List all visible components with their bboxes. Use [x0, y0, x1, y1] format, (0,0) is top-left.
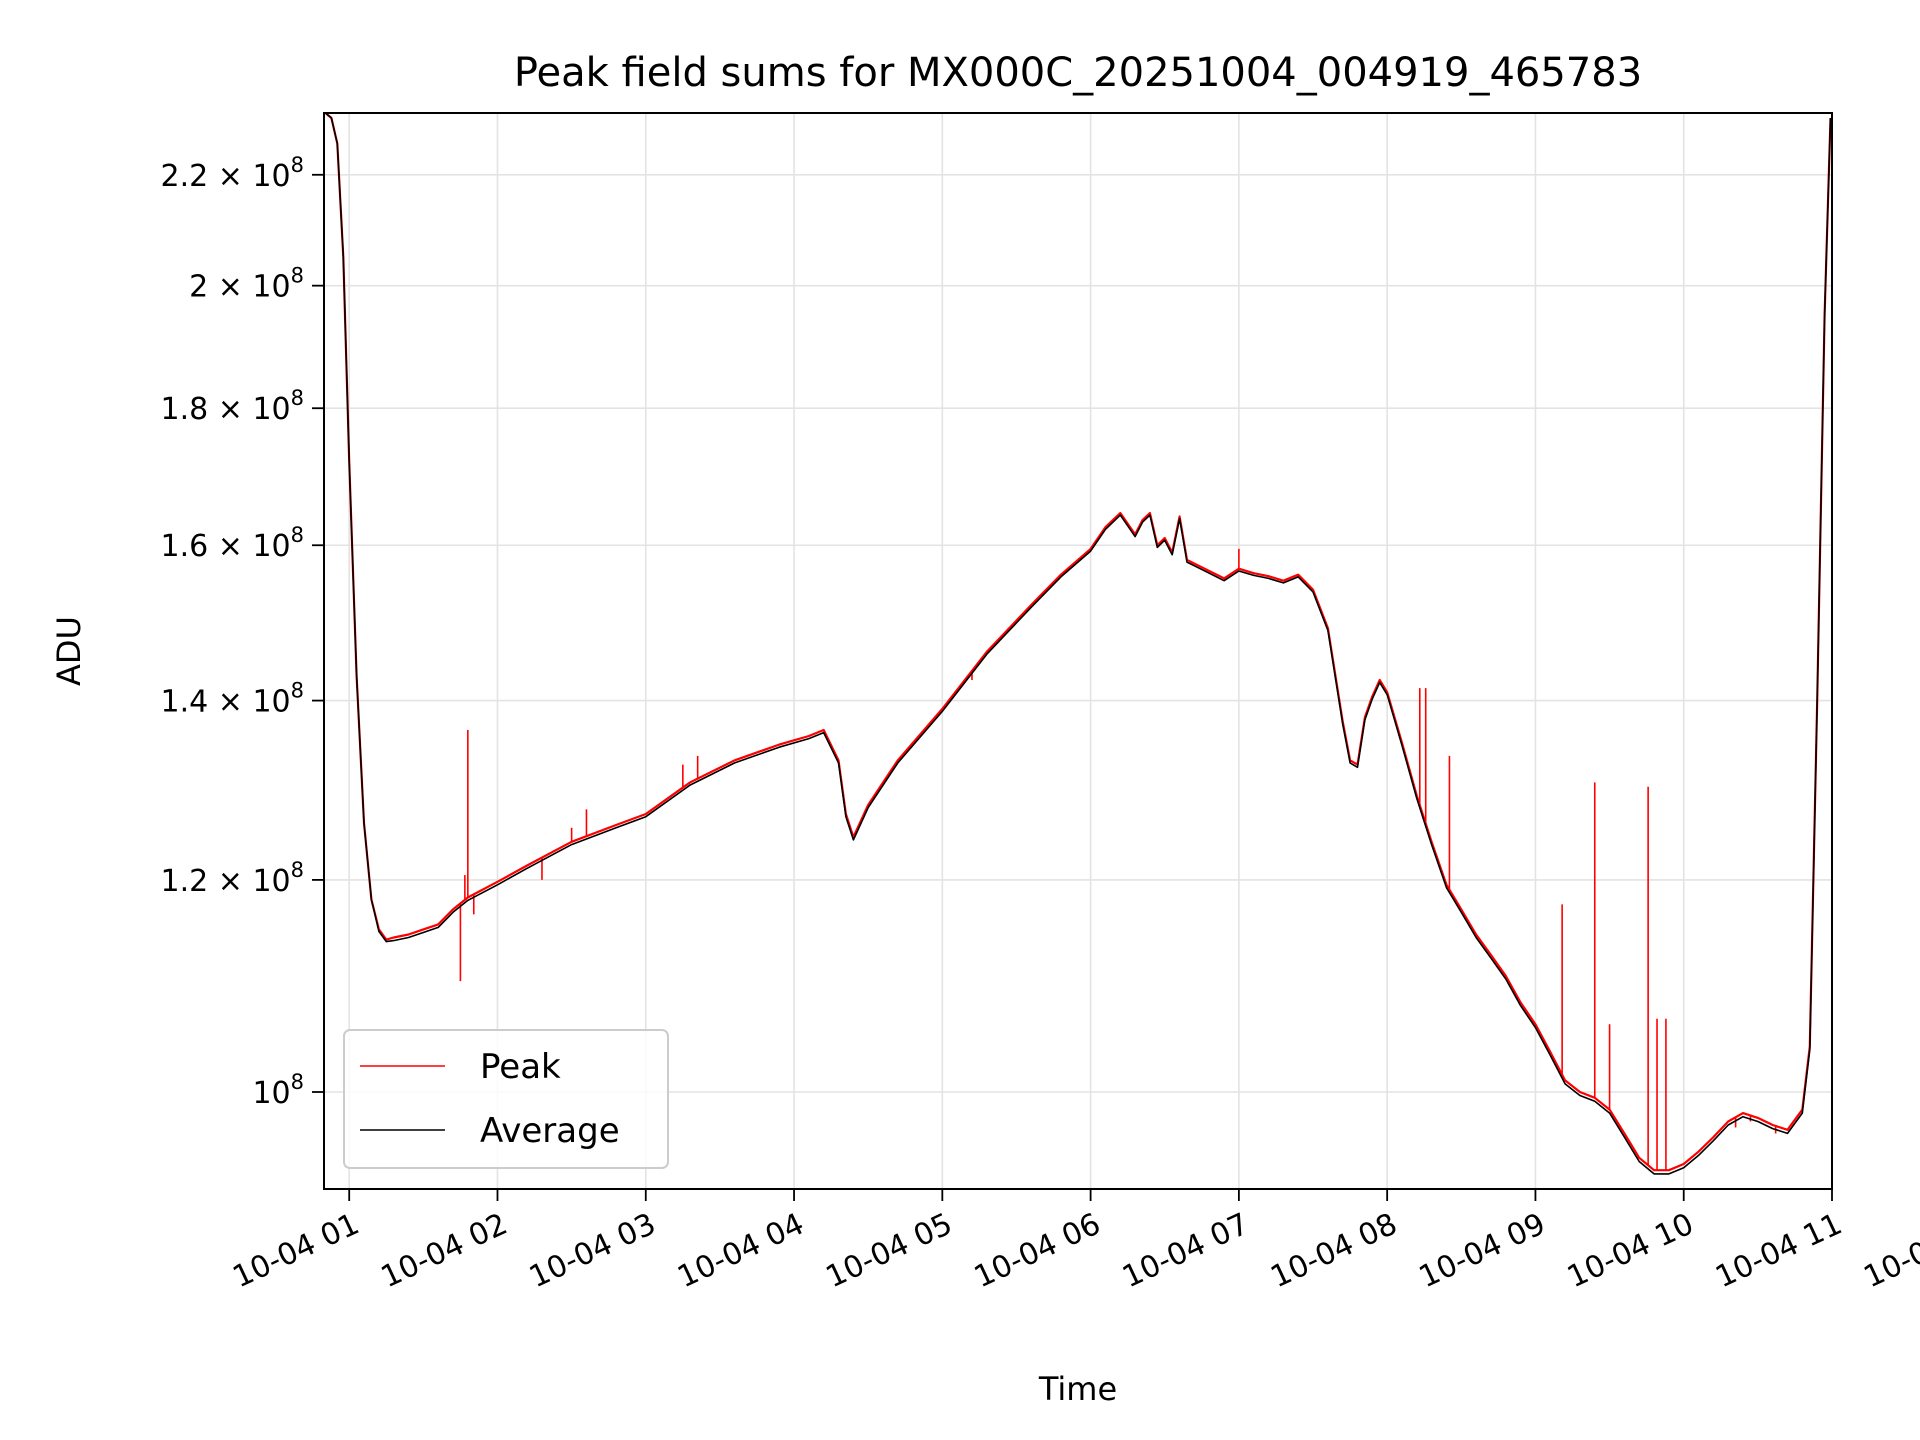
chart-title: Peak field sums for MX000C_20251004_0049… — [514, 50, 1642, 96]
y-tick-label: 1.6 × 108 — [161, 523, 304, 564]
plot-frame — [323, 112, 1833, 1190]
series-line-peak — [324, 113, 1832, 1172]
y-tick-label: 1.2 × 108 — [161, 858, 304, 899]
y-axis-title: ADU — [50, 616, 88, 686]
legend-label-peak: Peak — [480, 1047, 561, 1087]
y-tick-label: 1.4 × 108 — [161, 679, 304, 720]
y-tick-label: 2.2 × 108 — [161, 153, 304, 194]
series-group — [324, 113, 1832, 1175]
y-tick-label: 108 — [252, 1070, 304, 1111]
y-tick-label: 2 × 108 — [189, 264, 304, 305]
y-axis: 108 1.2 × 108 1.4 × 108 1.6 × 108 1.8 × 108 2… — [161, 153, 324, 1111]
legend-box — [343, 1029, 669, 1169]
x-axis-title: Time — [1038, 1370, 1117, 1408]
y-tick-label: 1.8 × 108 — [161, 386, 304, 427]
legend-label-average: Average — [480, 1111, 620, 1151]
series-line-average — [324, 113, 1832, 1175]
legend: Peak Average — [343, 1029, 669, 1169]
series-layer — [324, 113, 1832, 1175]
